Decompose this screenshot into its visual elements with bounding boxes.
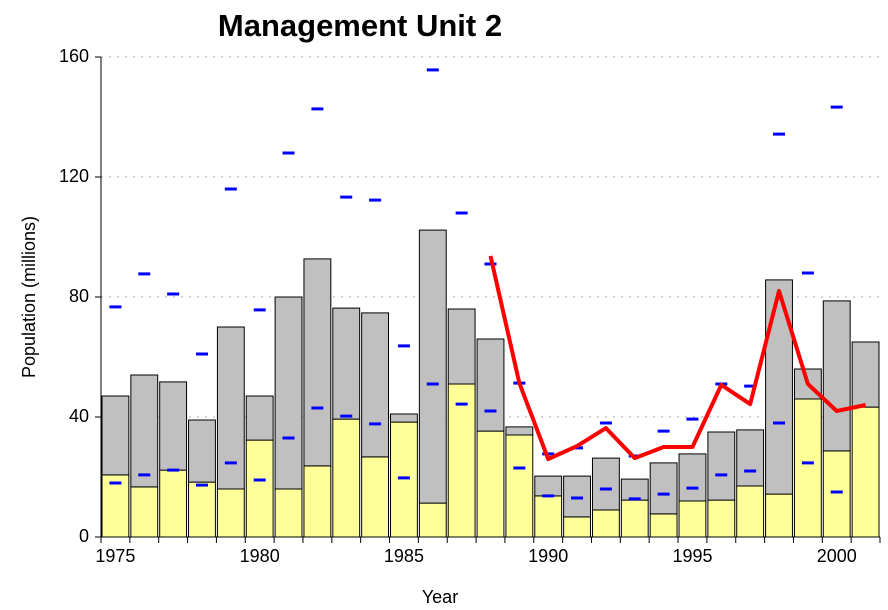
- x-tick-label: 1995: [672, 546, 712, 566]
- y-tick-label: 80: [69, 286, 89, 306]
- bar: [101, 474, 130, 538]
- bar: [130, 486, 159, 538]
- bar: [851, 341, 880, 408]
- bar: [620, 478, 649, 501]
- bar: [591, 509, 620, 538]
- bar: [159, 469, 188, 538]
- bar: [447, 308, 476, 385]
- bar: [707, 431, 736, 501]
- bar: [274, 488, 303, 538]
- bar: [418, 229, 447, 504]
- bar: [793, 398, 822, 538]
- y-tick-label: 160: [59, 46, 89, 66]
- bar: [274, 296, 303, 490]
- bar: [678, 453, 707, 502]
- bar: [851, 406, 880, 538]
- bar: [390, 421, 418, 538]
- x-axis-label: Year: [422, 587, 458, 607]
- y-tick-label: 0: [79, 526, 89, 546]
- bar: [332, 418, 361, 538]
- line: [488, 255, 866, 461]
- x-tick-label: 1980: [240, 546, 280, 566]
- y-tick-label: 120: [59, 166, 89, 186]
- bar: [361, 456, 390, 538]
- bar: [418, 502, 447, 538]
- bar: [505, 426, 534, 436]
- bar: [765, 279, 793, 495]
- bar: [188, 419, 216, 483]
- bar: [765, 493, 793, 538]
- bar: [591, 457, 620, 511]
- bar: [563, 516, 591, 538]
- bar: [245, 395, 274, 441]
- bar: [303, 465, 332, 538]
- bar: [736, 429, 765, 487]
- bar: [649, 513, 678, 538]
- bar: [534, 495, 563, 538]
- bar: [534, 475, 563, 497]
- bar: [678, 500, 707, 538]
- bar: [822, 300, 851, 452]
- bar: [447, 383, 476, 538]
- bar: [303, 258, 332, 467]
- bar: [101, 395, 130, 476]
- bar: [361, 312, 390, 458]
- bar: [390, 413, 418, 423]
- bar: [505, 434, 534, 538]
- chart-title: Management Unit 2: [218, 8, 502, 43]
- bar: [216, 488, 245, 538]
- bar: [332, 307, 361, 420]
- bar: [130, 374, 159, 488]
- bar: [245, 439, 274, 538]
- x-tick-label: 1990: [528, 546, 568, 566]
- bar: [736, 485, 765, 538]
- bar: [476, 430, 505, 538]
- x-tick-label: 1985: [384, 546, 424, 566]
- bar: [159, 381, 188, 471]
- bar: [216, 326, 245, 490]
- bar: [188, 481, 216, 538]
- x-tick-label: 1975: [95, 546, 135, 566]
- bar: [822, 450, 851, 538]
- bar: [620, 499, 649, 538]
- bar: [476, 338, 505, 432]
- y-tick-label: 40: [69, 406, 89, 426]
- x-tick-label: 2000: [817, 546, 857, 566]
- bar: [649, 462, 678, 515]
- bar: [707, 499, 736, 538]
- y-axis-label: Population (millions): [19, 216, 39, 378]
